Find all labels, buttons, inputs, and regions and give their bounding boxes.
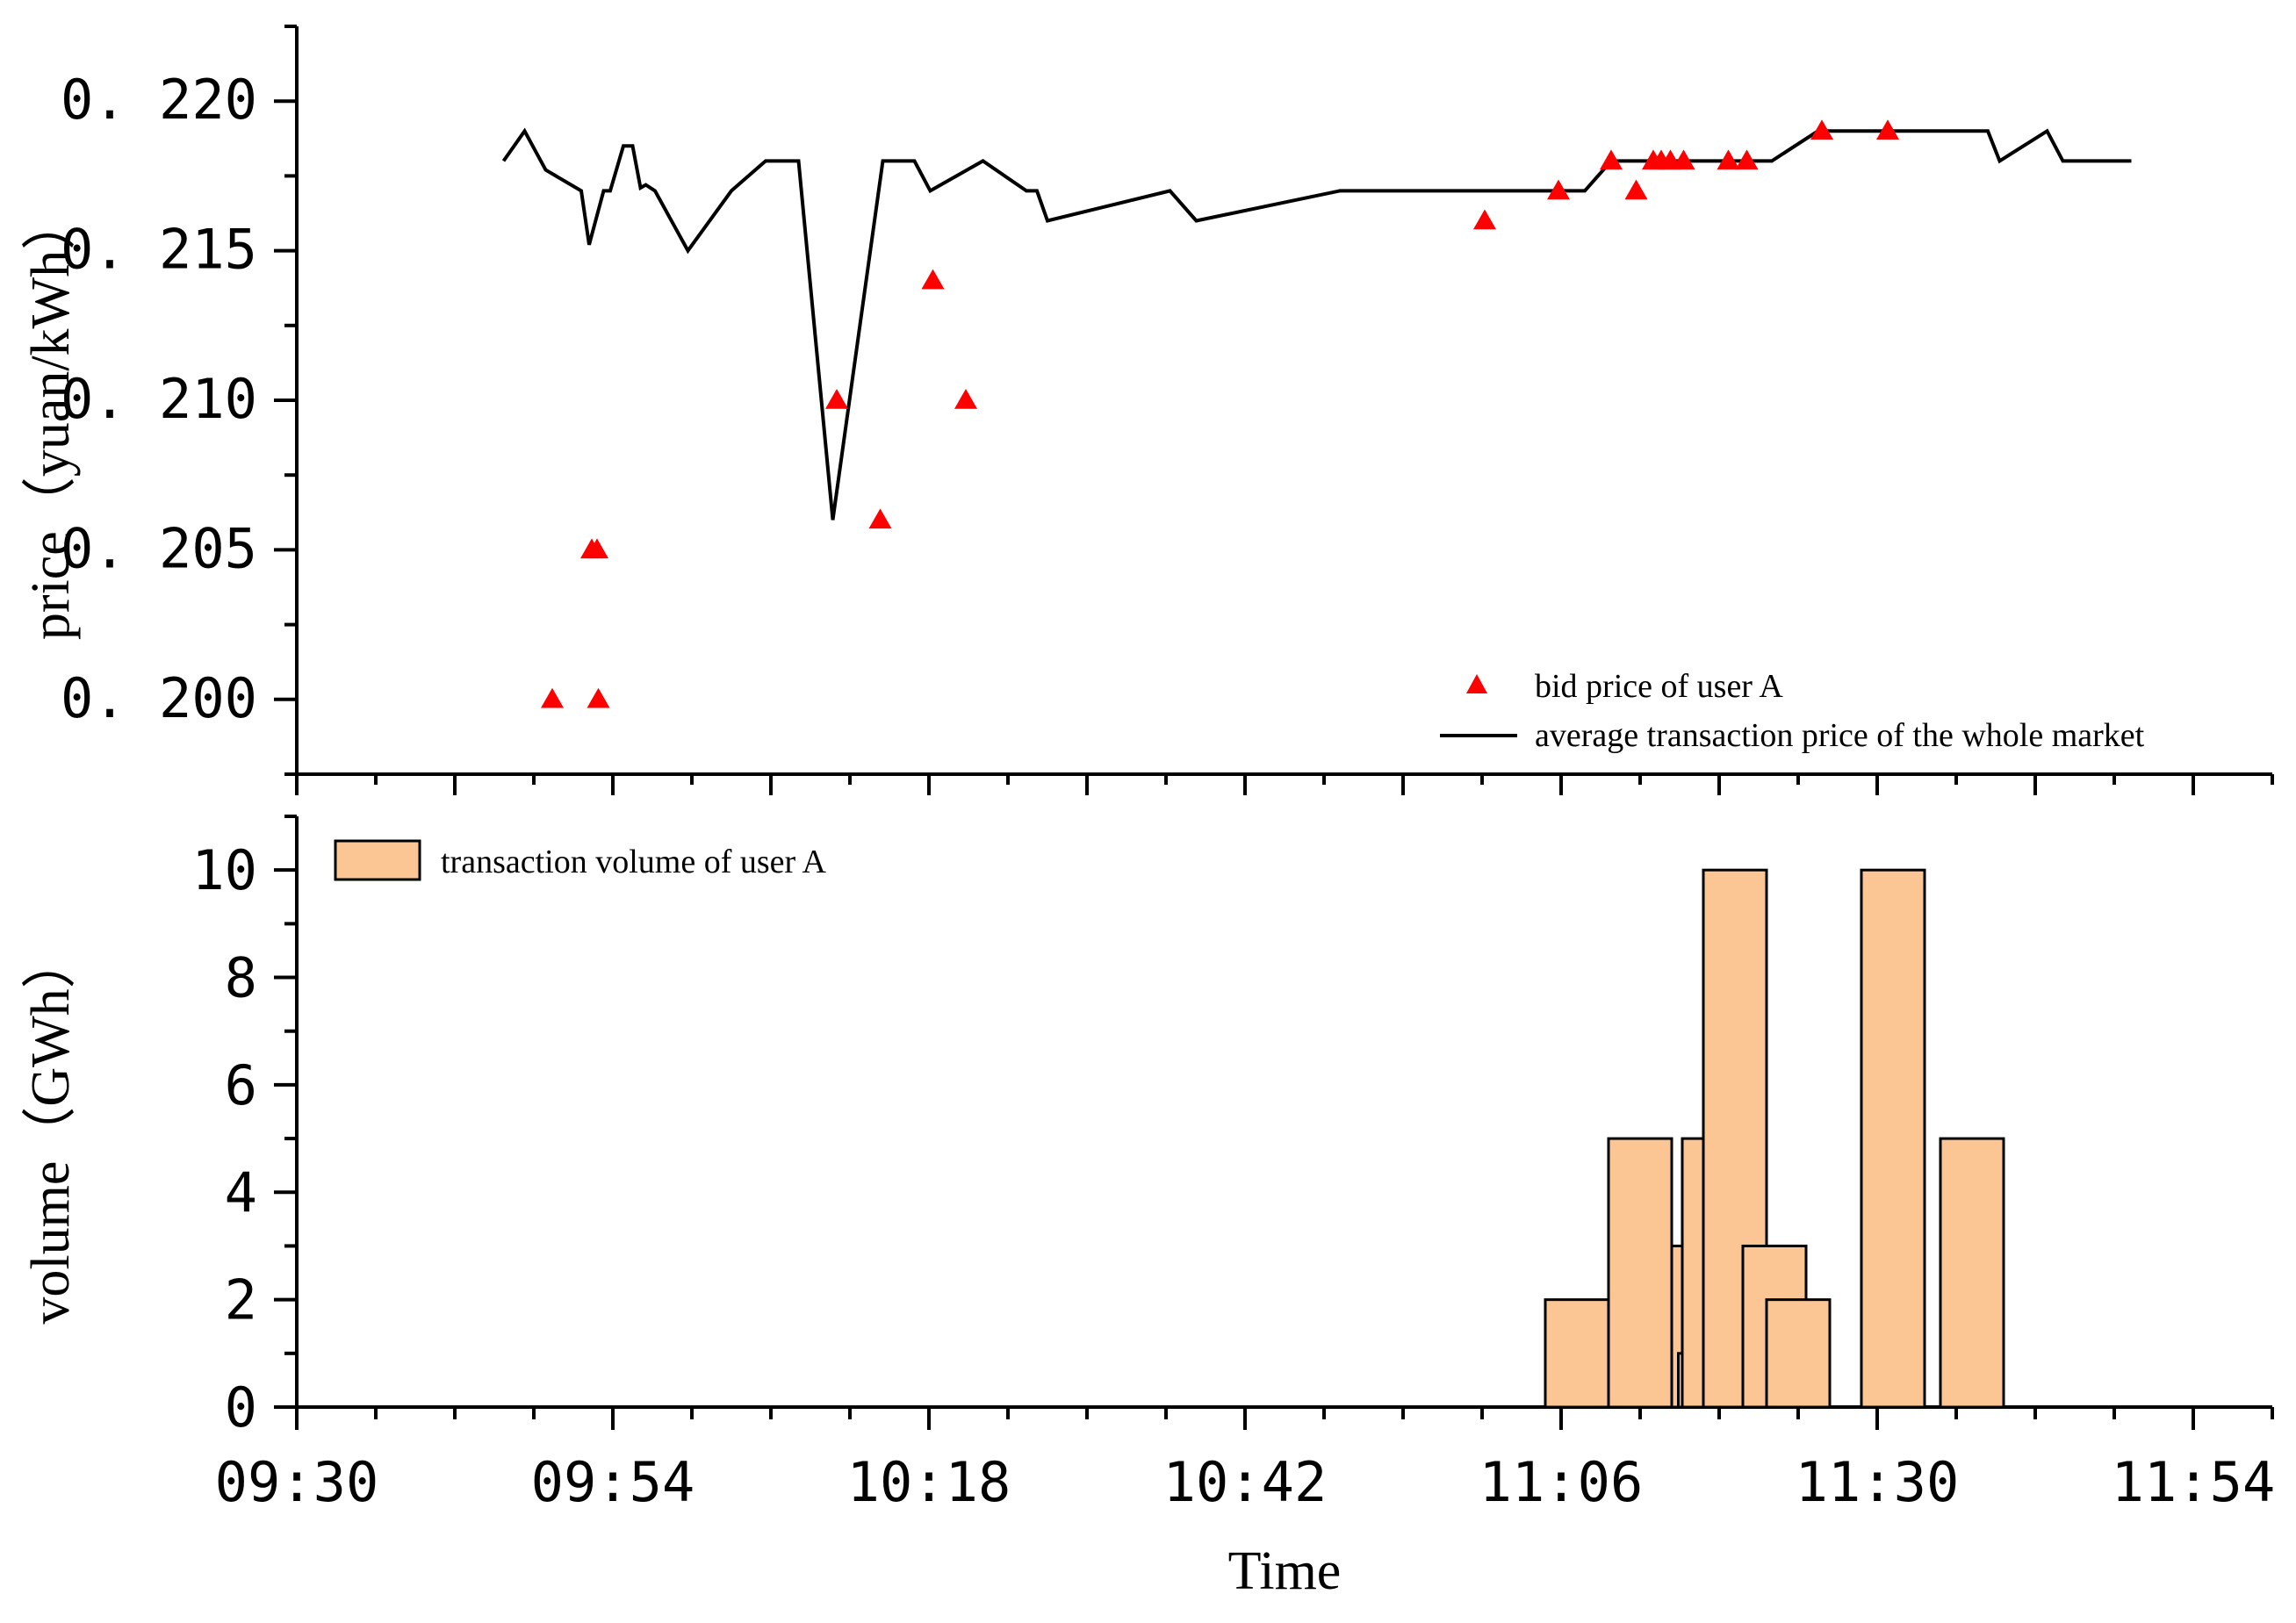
price-tick-label: 0. 200	[61, 666, 257, 730]
bid-price-marker	[541, 687, 564, 708]
average-price-line	[501, 127, 2132, 521]
price-tick-label: 0. 205	[61, 516, 257, 580]
bid-price-marker	[825, 389, 848, 409]
bid-price-marker	[1473, 209, 1496, 230]
volume-panel: 0 2 4 6 8 10 volume（GWh） transaction volume of …	[21, 815, 2272, 1440]
bid-price-marker	[868, 508, 892, 529]
volume-tick-label: 6	[225, 1053, 257, 1117]
volume-bar	[1939, 1137, 2005, 1409]
bid-price-marker	[586, 538, 608, 559]
time-axis: 09:30 09:54 10:18 10:42 11:06 11:30 11:54 Time	[215, 1407, 2276, 1601]
legend-label-volume: transaction volume of user A	[441, 844, 827, 880]
bid-price-marker	[587, 687, 610, 708]
time-tick-label: 10:42	[1163, 1450, 1328, 1514]
bid-price-marker	[1876, 119, 1899, 140]
volume-tick-label: 4	[225, 1160, 257, 1224]
volume-tick-label: 10	[191, 838, 257, 902]
volume-bar	[1681, 1137, 1705, 1409]
bid-price-marker	[1672, 149, 1695, 170]
bid-price-marker	[1624, 179, 1648, 200]
bid-price-marker	[1600, 149, 1623, 170]
bid-price-marker	[1810, 119, 1833, 140]
legend-triangle-icon	[1466, 674, 1487, 693]
bid-price-marker	[1717, 149, 1740, 170]
legend-label-average: average transaction price of the whole m…	[1535, 717, 2145, 754]
legend-label-bid: bid price of user A	[1535, 668, 1783, 705]
bid-price-marker	[1735, 149, 1759, 170]
volume-bar	[1544, 1298, 1610, 1409]
time-tick-label: 11:54	[2112, 1450, 2276, 1514]
volume-tick-label: 8	[225, 946, 257, 1010]
price-tick-label: 0. 220	[61, 68, 257, 132]
volume-bar	[1607, 1137, 1673, 1409]
volume-bar	[1702, 868, 1768, 1409]
bid-price-marker	[954, 389, 977, 409]
time-tick-label: 09:30	[215, 1450, 379, 1514]
time-axis-title: Time	[1228, 1541, 1342, 1601]
price-tick-label: 0. 210	[61, 367, 257, 431]
price-tick-label: 0. 215	[61, 218, 257, 282]
time-tick-label: 11:06	[1479, 1450, 1644, 1514]
volume-tick-label: 2	[225, 1268, 257, 1332]
price-axis-title: price（yuan/kWh）	[21, 196, 81, 640]
price-panel: 0. 200 0. 205 0. 210 0. 215 0. 220 price（yuan…	[21, 25, 2274, 795]
volume-bar	[1860, 868, 1926, 1409]
volume-axis-title: volume（GWh）	[21, 934, 81, 1324]
bid-price-marker	[921, 269, 945, 290]
time-tick-label: 10:18	[847, 1450, 1011, 1514]
legend-volume-swatch	[334, 839, 421, 881]
volume-tick-label: 0	[225, 1375, 257, 1440]
time-tick-label: 11:30	[1796, 1450, 1960, 1514]
time-tick-label: 09:54	[531, 1450, 695, 1514]
bid-price-marker	[1547, 179, 1570, 200]
volume-bar	[1765, 1298, 1832, 1409]
